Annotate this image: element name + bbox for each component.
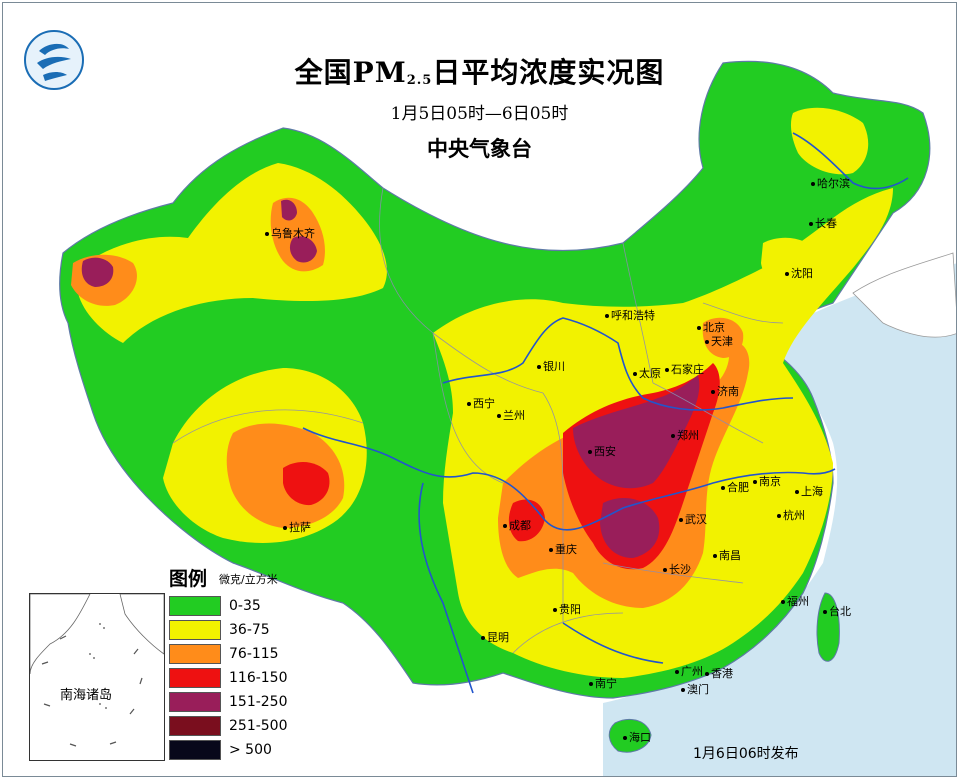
- legend-item: 76-115: [169, 643, 289, 667]
- legend-label: 116-150: [229, 670, 288, 686]
- publish-time: 1月6日06时发布: [693, 746, 799, 762]
- city-label: 石家庄: [665, 361, 704, 377]
- time-range: 1月5日05时—6日05时: [390, 104, 569, 124]
- organization: 中央气象台: [427, 137, 532, 161]
- legend-item: 251-500: [169, 715, 289, 739]
- city-label: 澳门: [681, 681, 709, 697]
- city-label: 呼和浩特: [605, 307, 655, 323]
- legend-label: 151-250: [229, 694, 288, 710]
- south-china-sea-inset: 南海诸岛: [29, 593, 165, 761]
- legend-label: 0-35: [229, 598, 261, 614]
- cma-logo: [24, 30, 84, 90]
- city-label: 上海: [795, 483, 823, 499]
- city-label: 台北: [823, 603, 851, 619]
- inset-map: [29, 593, 165, 747]
- city-label: 长沙: [663, 561, 691, 577]
- legend-swatch: [169, 716, 221, 736]
- legend-item: 0-35: [169, 595, 289, 619]
- city-label: 郑州: [671, 427, 699, 443]
- city-label: 兰州: [497, 407, 525, 423]
- city-label: 成都: [503, 517, 531, 533]
- legend-item: 116-150: [169, 667, 289, 691]
- legend-swatch: [169, 692, 221, 712]
- heilong-river: [792, 132, 909, 190]
- legend-title: 图例: [169, 568, 208, 590]
- city-label: 武汉: [679, 511, 707, 527]
- legend-item: 151-250: [169, 691, 289, 715]
- city-label: 南宁: [589, 675, 617, 691]
- city-label: 天津: [705, 333, 733, 349]
- city-label: 南昌: [713, 547, 741, 563]
- yellow-river: [442, 317, 794, 411]
- legend-swatch: [169, 740, 221, 760]
- city-label: 乌鲁木齐: [265, 225, 315, 241]
- city-label: 沈阳: [785, 265, 813, 281]
- city-label: 太原: [633, 365, 661, 381]
- legend-unit: 微克/立方米: [219, 573, 278, 586]
- legend-swatch: [169, 620, 221, 640]
- legend-item: 36-75: [169, 619, 289, 643]
- pm25-map: [59, 60, 956, 776]
- city-label: 香港: [705, 665, 733, 681]
- city-label: 贵阳: [553, 601, 581, 617]
- city-label: 济南: [711, 383, 739, 399]
- city-label: 广州: [675, 663, 703, 679]
- legend-item: > 500: [169, 739, 289, 763]
- inset-label: 南海诸岛: [60, 688, 113, 703]
- city-label: 南京: [753, 473, 781, 489]
- map-title: 全国PM2.5日平均浓度实况图: [294, 56, 665, 89]
- city-label: 重庆: [549, 541, 577, 557]
- city-label: 合肥: [721, 479, 749, 495]
- city-label: 昆明: [481, 629, 509, 645]
- legend-swatch: [169, 596, 221, 616]
- legend-swatch: [169, 668, 221, 688]
- city-label: 长春: [809, 215, 837, 231]
- city-label: 西安: [588, 443, 616, 459]
- legend-label: 36-75: [229, 622, 270, 638]
- city-label: 西宁: [467, 395, 495, 411]
- legend-swatch: [169, 644, 221, 664]
- city-label: 海口: [623, 729, 651, 745]
- city-label: 福州: [781, 593, 809, 609]
- city-label: 拉萨: [283, 519, 311, 535]
- city-label: 银川: [537, 358, 565, 374]
- city-label: 哈尔滨: [811, 175, 850, 191]
- legend-label: > 500: [229, 742, 272, 758]
- city-label: 杭州: [777, 507, 805, 523]
- legend-label: 76-115: [229, 646, 279, 662]
- legend-label: 251-500: [229, 718, 288, 734]
- yangtze-river: [302, 427, 836, 531]
- city-label: 北京: [697, 319, 725, 335]
- sea: [603, 263, 956, 776]
